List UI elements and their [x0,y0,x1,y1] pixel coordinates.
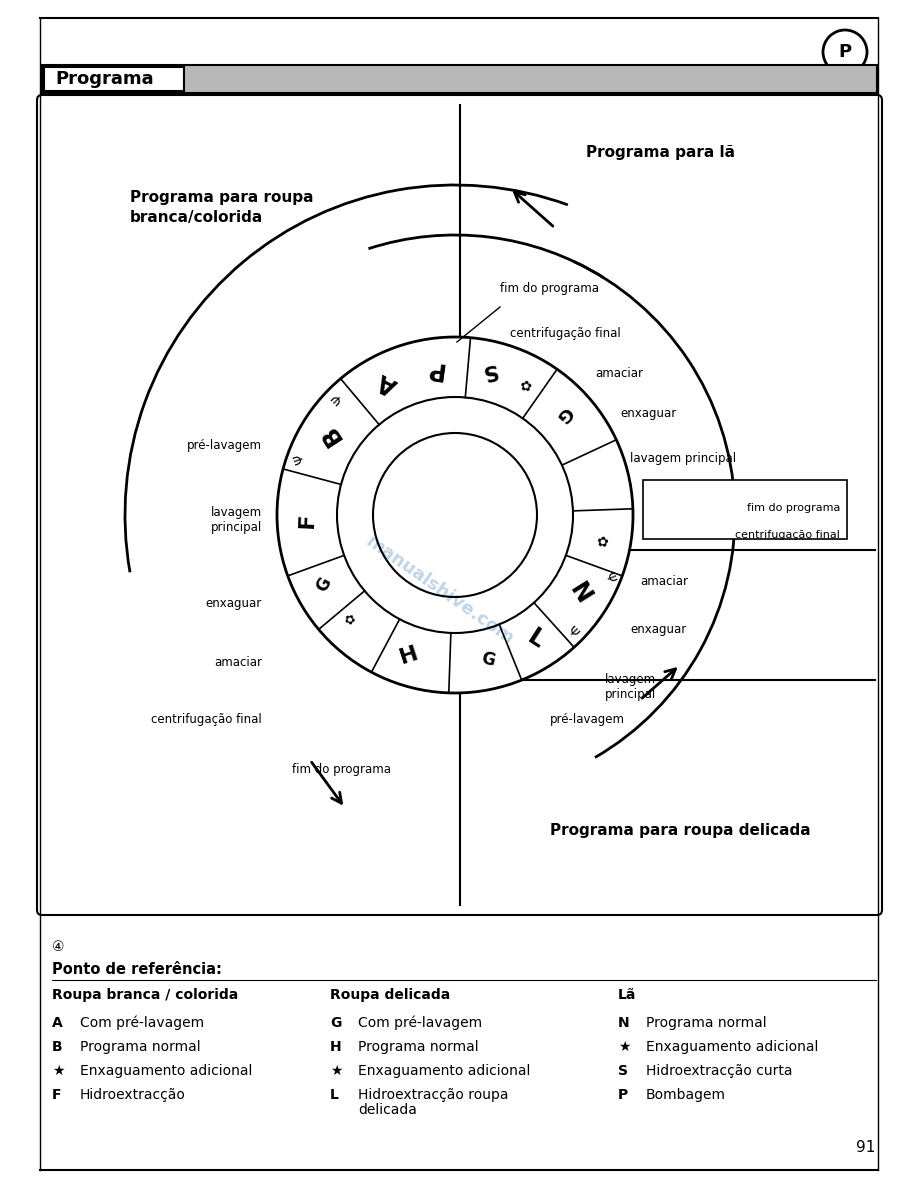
Text: G: G [330,1016,341,1030]
Text: amaciar: amaciar [214,657,262,670]
Text: fim do programa: fim do programa [292,764,391,777]
Text: A: A [52,1016,62,1030]
Text: Programa para roupa delicada: Programa para roupa delicada [550,822,811,838]
Text: S: S [618,1064,628,1078]
Text: centrifugação final: centrifugação final [510,327,621,340]
Text: Ψ: Ψ [291,451,307,465]
Text: pré-lavagem: pré-lavagem [187,438,262,451]
Text: Hidroextracção roupa
delicada: Hidroextracção roupa delicada [358,1088,509,1117]
Text: P: P [618,1088,628,1102]
FancyBboxPatch shape [643,480,847,539]
Text: ★: ★ [618,1040,631,1054]
Text: lavagem
principal: lavagem principal [211,506,262,533]
Text: centrifugação final: centrifugação final [151,714,262,727]
Text: Enxaguamento adicional: Enxaguamento adicional [358,1064,531,1078]
Text: Com pré-lavagem: Com pré-lavagem [358,1016,482,1030]
Text: fim do programa: fim do programa [500,282,599,295]
Text: S: S [478,359,498,383]
Text: amaciar: amaciar [595,367,643,380]
Text: enxaguar: enxaguar [630,623,687,636]
Text: F: F [297,512,318,529]
Text: L: L [330,1088,339,1102]
Text: G: G [313,574,335,595]
Text: G: G [479,649,497,670]
Text: Roupa branca / colorida: Roupa branca / colorida [52,988,239,1001]
Text: fim do programa: fim do programa [746,503,840,513]
Text: Ψ: Ψ [565,624,580,640]
FancyBboxPatch shape [37,95,882,915]
Text: ✿: ✿ [342,612,359,628]
Text: Ψ: Ψ [330,390,346,406]
Text: G: G [552,403,575,425]
Text: L: L [522,625,548,653]
Text: H: H [330,1040,341,1054]
Text: Lã: Lã [618,988,636,1001]
Circle shape [277,337,633,693]
Text: Programa normal: Programa normal [80,1040,201,1054]
Text: ✿: ✿ [593,533,609,548]
Text: Hidroextracção curta: Hidroextracção curta [646,1064,792,1078]
Text: Enxaguamento adicional: Enxaguamento adicional [80,1064,252,1078]
Text: Ψ: Ψ [601,570,617,584]
Text: ④: ④ [52,940,64,954]
Text: enxaguar: enxaguar [620,407,677,421]
FancyBboxPatch shape [44,67,184,91]
Text: Bombagem: Bombagem [646,1088,726,1102]
Text: Ponto de referência:: Ponto de referência: [52,962,222,977]
Bar [42,65,877,93]
Text: B: B [52,1040,62,1054]
Text: Programa normal: Programa normal [646,1016,767,1030]
Text: manualshive.com: manualshive.com [363,532,518,647]
Text: B: B [316,421,346,449]
Text: Programa: Programa [55,70,153,88]
Text: pré-lavagem: pré-lavagem [550,713,625,726]
Text: H: H [397,644,421,668]
Text: ✿: ✿ [516,375,533,393]
Text: N: N [618,1016,630,1030]
Text: ★: ★ [330,1064,342,1078]
Text: N: N [565,579,596,608]
Text: F: F [52,1088,62,1102]
Text: centrifugação final: centrifugação final [735,530,840,541]
Text: ★: ★ [52,1064,64,1078]
Text: Com pré-lavagem: Com pré-lavagem [80,1016,204,1030]
Text: lavagem
principal: lavagem principal [605,672,656,701]
Text: Enxaguamento adicional: Enxaguamento adicional [646,1040,818,1054]
Text: enxaguar: enxaguar [206,596,262,609]
Text: Programa para lã: Programa para lã [586,145,734,160]
Text: A: A [375,368,401,398]
Text: 91: 91 [856,1140,875,1155]
Text: Roupa delicada: Roupa delicada [330,988,450,1001]
Text: Programa normal: Programa normal [358,1040,478,1054]
Text: P: P [424,355,444,381]
Text: Hidroextracção: Hidroextracção [80,1088,185,1102]
Text: lavagem principal: lavagem principal [630,451,736,465]
Text: amaciar: amaciar [640,575,688,588]
Text: Programa para roupa
branca/colorida: Programa para roupa branca/colorida [130,190,314,225]
Text: P: P [838,43,852,61]
